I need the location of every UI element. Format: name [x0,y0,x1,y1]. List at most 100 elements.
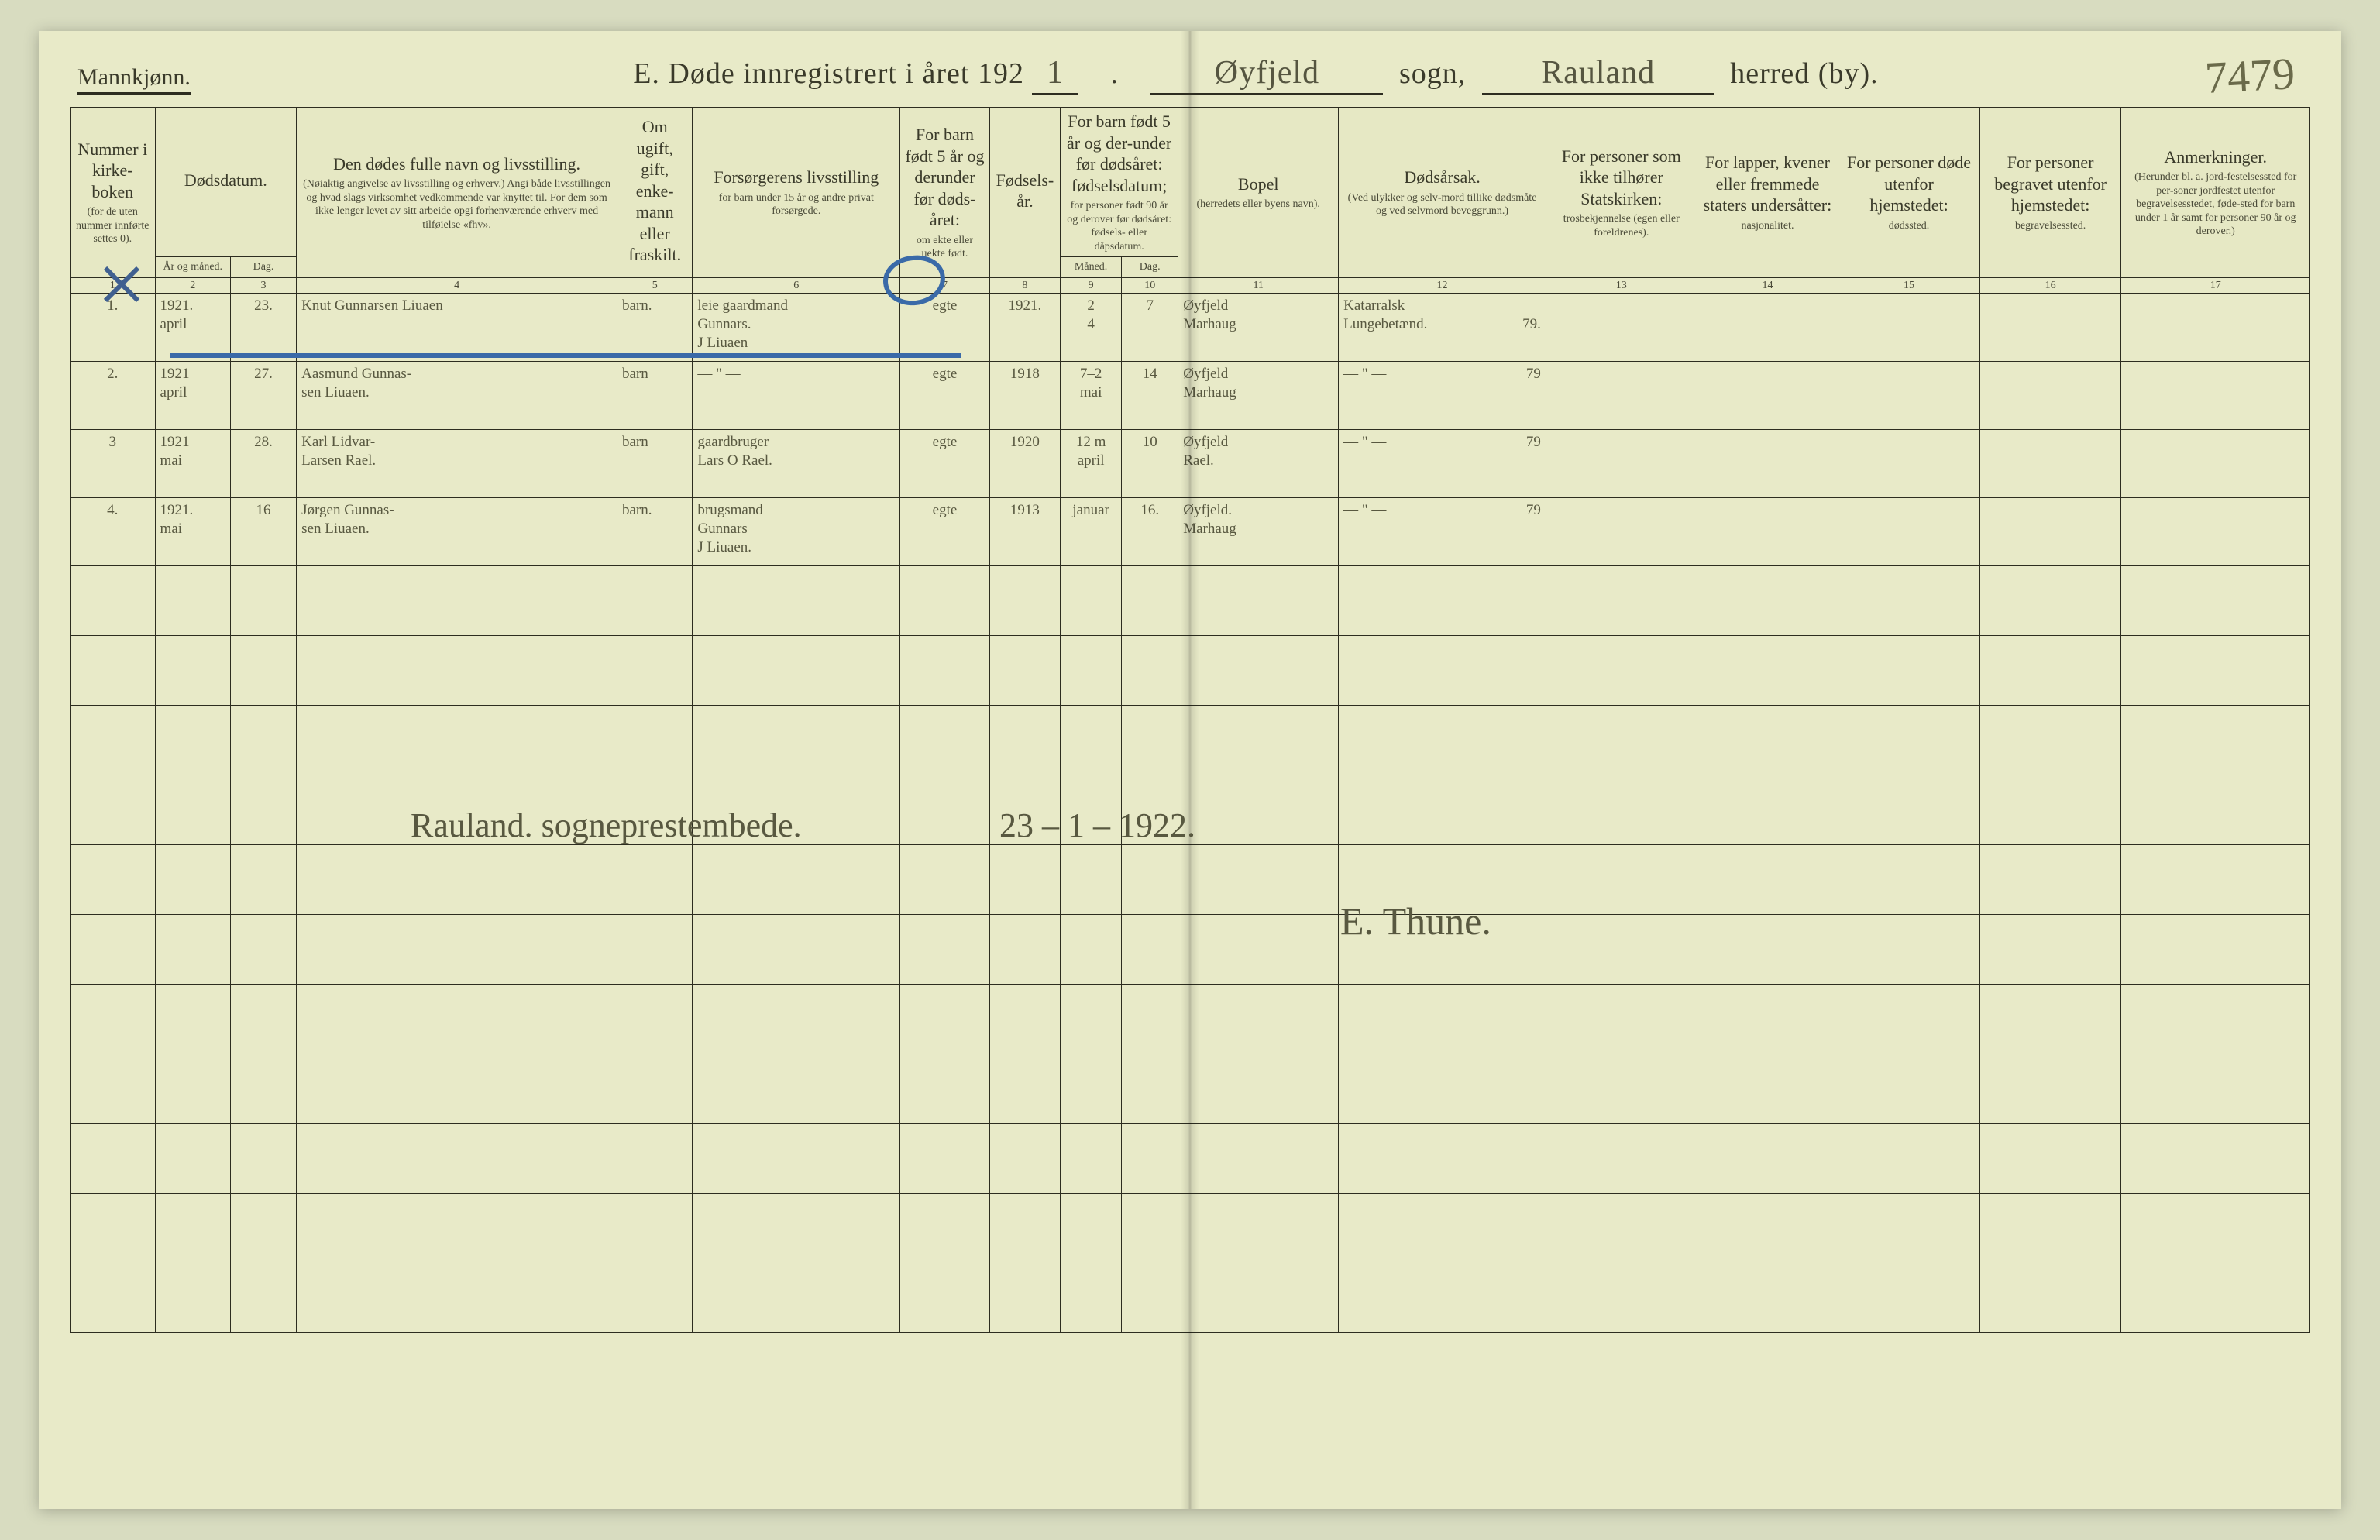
cell [989,636,1060,706]
cell [1122,1263,1178,1333]
cell [2121,775,2310,845]
cell [71,1263,156,1333]
cell: 27. [230,362,296,430]
cell: 3 [71,430,156,498]
cell [71,845,156,915]
cell [155,1194,230,1263]
table-row-blank [71,1124,2310,1194]
cell: KatarralskLungebetænd. 79. [1339,294,1546,362]
cell [2121,566,2310,636]
cell [1122,845,1178,915]
cell [1339,1194,1546,1263]
col-header-7: For barn født 5 år og derunder før døds-… [900,108,990,278]
cell [1339,1263,1546,1333]
cell [1838,706,1980,775]
cell: Knut Gunnarsen Liuaen [297,294,617,362]
table-row: 4.1921.mai16Jørgen Gunnas-sen Liuaen.bar… [71,498,2310,566]
cell [1339,706,1546,775]
cell [617,1263,693,1333]
year-suffix: 1 [1032,54,1078,95]
cell [2121,1263,2310,1333]
cell [230,845,296,915]
cell [1339,1124,1546,1194]
cell: 10 [1122,430,1178,498]
cell [1546,845,1697,915]
cell [900,1194,990,1263]
cell [155,1263,230,1333]
cell [1178,1054,1339,1124]
cell [297,1054,617,1124]
sogn-value: Øyfjeld [1150,54,1383,95]
col-header-13: For personer som ikke tilhører Statskirk… [1546,108,1697,278]
cell: Jørgen Gunnas-sen Liuaen. [297,498,617,566]
cell [1838,1124,1980,1194]
cell [71,566,156,636]
cell [1122,985,1178,1054]
cell [1979,636,2121,706]
cell [297,985,617,1054]
cell [1979,1124,2121,1194]
cell [1979,294,2121,362]
col-header-9-10-top: For barn født 5 år og der-under før døds… [1061,108,1178,257]
cell [230,706,296,775]
cell [1339,636,1546,706]
cell [989,1124,1060,1194]
cell: 7–2mai [1061,362,1122,430]
cell [1838,294,1980,362]
cell [1546,294,1697,362]
table-row: 1.1921.april23.Knut Gunnarsen Liuaenbarn… [71,294,2310,362]
cell [1178,1124,1339,1194]
cell: 28. [230,430,296,498]
cell: egte [900,430,990,498]
ledger-page: Mannkjønn. E. Døde innregistrert i året … [39,31,2341,1509]
cell [71,636,156,706]
cell: egte [900,362,990,430]
cell: 1921. [989,294,1060,362]
col-header-2-3-top: Dødsdatum. [155,108,297,257]
cell: 4. [71,498,156,566]
cell [297,636,617,706]
cell [1339,985,1546,1054]
cell [1838,362,1980,430]
cell: 24 [1061,294,1122,362]
cell [693,775,900,845]
cell: ØyfjeldMarhaug [1178,294,1339,362]
cell [1061,845,1122,915]
cell [1061,1054,1122,1124]
cell [2121,915,2310,985]
cell: 1918 [989,362,1060,430]
cell [989,1194,1060,1263]
cell [617,845,693,915]
cell [1838,845,1980,915]
cell [1697,1194,1838,1263]
cell [1979,430,2121,498]
herred-word: herred (by). [1730,57,1878,90]
cell [1122,1124,1178,1194]
cell [693,1054,900,1124]
cell [230,985,296,1054]
cell [693,1263,900,1333]
cell: barn. [617,498,693,566]
cell [617,1124,693,1194]
cell [155,706,230,775]
cell [1838,498,1980,566]
cell [1546,498,1697,566]
table-row: 31921mai28.Karl Lidvar-Larsen Rael.barng… [71,430,2310,498]
cell [1697,775,1838,845]
cell [230,1194,296,1263]
cell [1061,566,1122,636]
cell [1697,430,1838,498]
cell: barn. [617,294,693,362]
cell [1546,985,1697,1054]
col-header-15: For personer døde utenfor hjemstedet:død… [1838,108,1980,278]
cell [617,985,693,1054]
cell [693,566,900,636]
cell: 1. [71,294,156,362]
cell [1339,566,1546,636]
cell [900,1124,990,1194]
cell [1697,915,1838,985]
cell [1838,430,1980,498]
col-header-17: Anmerkninger.(Herunder bl. a. jord-feste… [2121,108,2310,278]
col-header-2-sub: År og måned. [155,257,230,278]
cell [1546,706,1697,775]
